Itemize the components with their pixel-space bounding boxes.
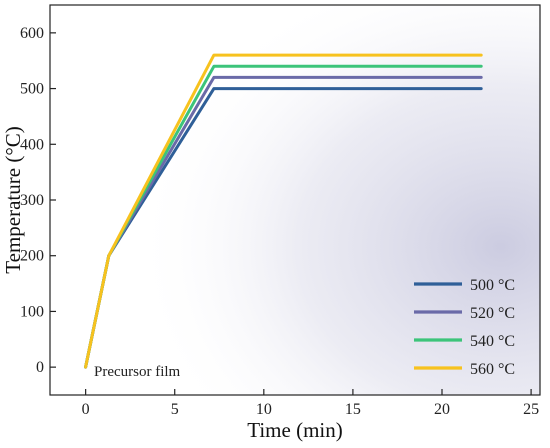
x-tick-label: 5 (171, 401, 179, 418)
x-tick-label: 20 (434, 401, 450, 418)
y-tick-label: 400 (20, 136, 44, 153)
plot-shading (50, 5, 540, 395)
legend-label-4: 560 °C (470, 361, 515, 378)
series-layer (84, 53, 483, 369)
legend-label-2: 520 °C (470, 305, 515, 322)
y-tick-label: 300 (20, 192, 44, 209)
annotation-precursor-film: Precursor film (94, 364, 181, 380)
y-tick-label: 500 (20, 81, 44, 98)
legend-label-3: 540 °C (470, 333, 515, 350)
legend-label-1: 500 °C (470, 277, 515, 294)
x-tick-label: 10 (256, 401, 272, 418)
x-tick-label: 25 (523, 401, 539, 418)
y-axis-title: Temperature (°C) (1, 126, 25, 273)
y-tick-label: 0 (36, 359, 44, 376)
y-tick-label: 600 (20, 25, 44, 42)
y-tick-label: 100 (20, 303, 44, 320)
series-line-4 (84, 53, 483, 369)
ticks-layer: 0 5 10 15 20 25 0 100 200 300 400 500 600 (20, 25, 539, 418)
y-tick-label: 200 (20, 248, 44, 265)
x-axis-title: Time (min) (247, 418, 342, 442)
x-tick-label: 15 (345, 401, 361, 418)
legend: 500 °C 520 °C 540 °C 560 °C (414, 277, 515, 378)
x-tick-label: 0 (82, 401, 90, 418)
